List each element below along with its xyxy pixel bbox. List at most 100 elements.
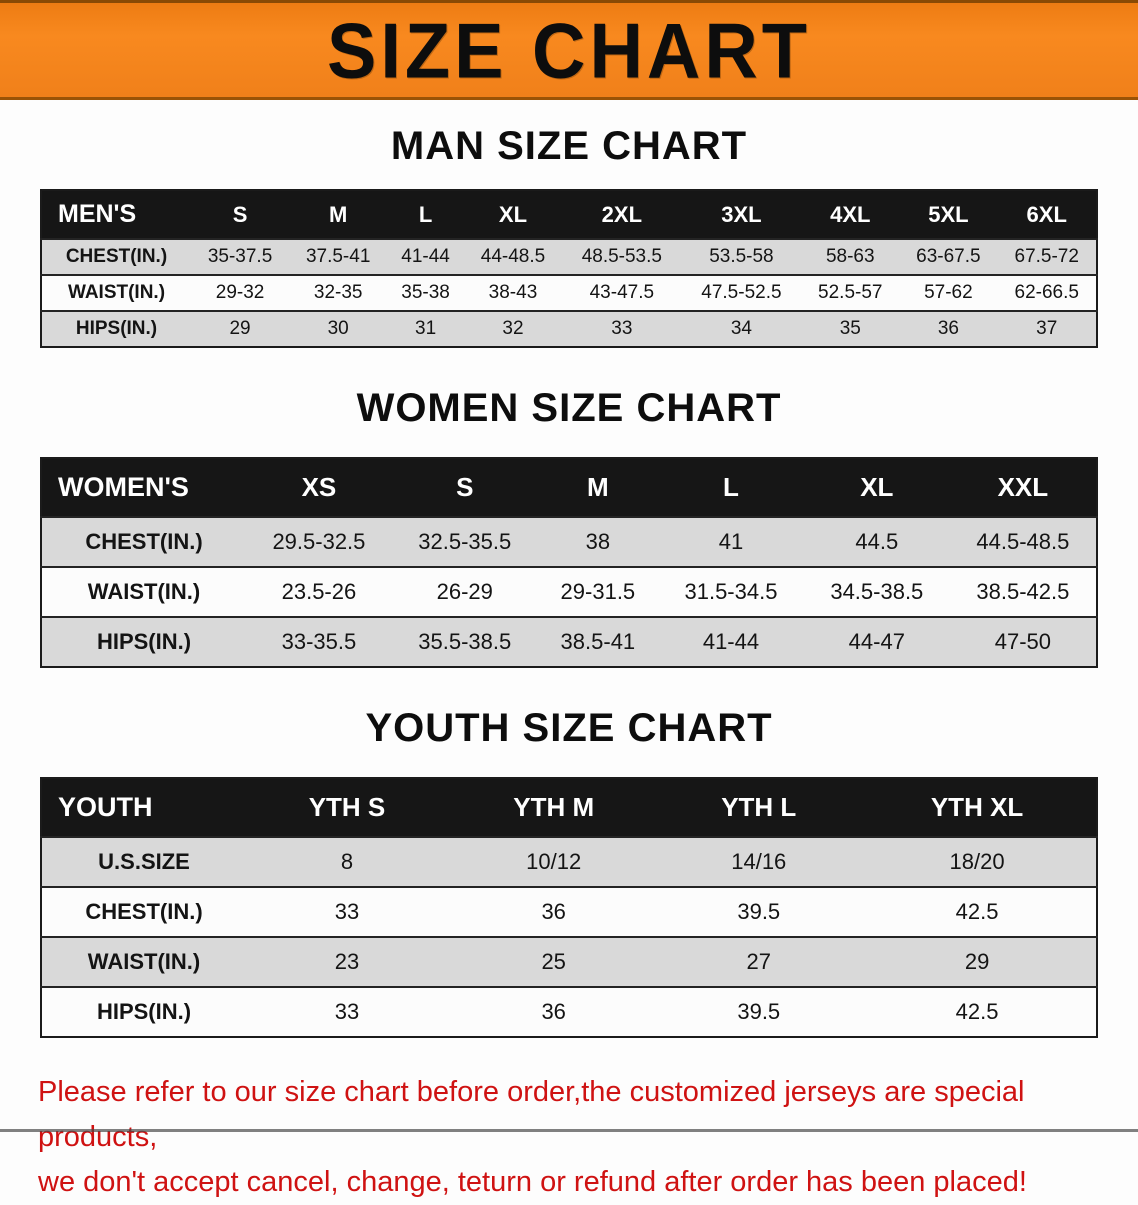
row-label-cell: WAIST(IN.) xyxy=(41,274,191,311)
table-head: WOMEN'S XS S M L XL XXL xyxy=(41,458,1097,517)
size-column-header: XL xyxy=(463,190,563,239)
size-column-header: XS xyxy=(246,458,392,517)
bottom-edge-line xyxy=(0,1129,1138,1132)
size-value-cell: 62-66.5 xyxy=(997,274,1097,311)
table-row: HIPS(IN.) 33-35.5 35.5-38.5 38.5-41 41-44 44-… xyxy=(41,616,1097,667)
size-value-cell: 36 xyxy=(447,986,660,1037)
size-value-cell: 30 xyxy=(289,310,388,347)
size-value-cell: 57-62 xyxy=(899,274,998,311)
size-value-cell: 35-38 xyxy=(387,274,464,311)
size-value-cell: 31 xyxy=(387,310,464,347)
row-label-cell: HIPS(IN.) xyxy=(41,616,246,667)
row-label-cell: CHEST(IN.) xyxy=(41,516,246,567)
table-head: MEN'S S M L XL 2XL 3XL 4XL 5XL 6XL xyxy=(41,190,1097,239)
size-value-cell: 14/16 xyxy=(659,836,859,887)
size-value-cell: 41-44 xyxy=(387,238,464,275)
size-column-header: YTH M xyxy=(447,778,660,837)
size-value-cell: 27 xyxy=(659,936,859,987)
section-youth: YOUTH SIZE CHART YOUTH YTH S YTH M YTH L YTH… xyxy=(0,706,1138,1038)
size-value-cell: 41 xyxy=(658,516,804,567)
size-value-cell: 8 xyxy=(246,836,448,887)
size-chart-banner: SIZE CHART xyxy=(0,0,1138,100)
size-value-cell: 10/12 xyxy=(447,836,660,887)
size-value-cell: 37.5-41 xyxy=(289,238,388,275)
size-value-cell: 44-47 xyxy=(803,616,950,667)
disclaimer-line-1: Please refer to our size chart before or… xyxy=(38,1076,1025,1153)
table-row: HIPS(IN.) 33 36 39.5 42.5 xyxy=(41,986,1097,1037)
disclaimer: Please refer to our size chart before or… xyxy=(38,1070,1100,1205)
size-value-cell: 18/20 xyxy=(858,836,1097,887)
size-value-cell: 63-67.5 xyxy=(899,238,998,275)
row-label-cell: HIPS(IN.) xyxy=(41,310,191,347)
size-column-header: M xyxy=(537,458,659,517)
size-value-cell: 26-29 xyxy=(391,566,538,617)
disclaimer-line-2: we don't accept cancel, change, teturn o… xyxy=(38,1165,1027,1198)
size-value-cell: 32.5-35.5 xyxy=(391,516,538,567)
size-column-header: YTH L xyxy=(659,778,859,837)
banner-title: SIZE CHART xyxy=(327,6,811,94)
table-row: CHEST(IN.) 35-37.5 37.5-41 41-44 44-48.5 48.5… xyxy=(41,238,1097,275)
table-row: WAIST(IN.) 23.5-26 26-29 29-31.5 31.5-34.5 34… xyxy=(41,566,1097,617)
size-value-cell: 25 xyxy=(447,936,660,987)
size-column-header: S xyxy=(391,458,538,517)
youth-size-table: YOUTH YTH S YTH M YTH L YTH XL U.S.SIZE 8 10/12… xyxy=(40,777,1098,1038)
table-header-row: MEN'S S M L XL 2XL 3XL 4XL 5XL 6XL xyxy=(41,190,1097,239)
table-row: CHEST(IN.) 33 36 39.5 42.5 xyxy=(41,886,1097,937)
table-row: WAIST(IN.) 29-32 32-35 35-38 38-43 43-47.5 47.… xyxy=(41,274,1097,311)
size-value-cell: 33 xyxy=(246,886,448,937)
size-value-cell: 42.5 xyxy=(858,886,1097,937)
size-column-header: 6XL xyxy=(997,190,1097,239)
row-label-cell: WAIST(IN.) xyxy=(41,936,246,987)
size-value-cell: 33 xyxy=(562,310,682,347)
table-head: YOUTH YTH S YTH M YTH L YTH XL xyxy=(41,778,1097,837)
row-label-cell: WAIST(IN.) xyxy=(41,566,246,617)
size-value-cell: 35 xyxy=(801,310,900,347)
size-column-header: M xyxy=(289,190,388,239)
table-row: U.S.SIZE 8 10/12 14/16 18/20 xyxy=(41,836,1097,887)
section-men: MAN SIZE CHART MEN'S S M L XL 2XL 3XL 4XL 5XL 6XL… xyxy=(0,124,1138,348)
size-value-cell: 67.5-72 xyxy=(997,238,1097,275)
size-column-header: L xyxy=(658,458,804,517)
row-label-cell: CHEST(IN.) xyxy=(41,886,246,937)
women-section-heading: WOMEN SIZE CHART xyxy=(356,386,782,430)
table-title-cell: WOMEN'S xyxy=(41,458,246,517)
size-value-cell: 47-50 xyxy=(949,616,1097,667)
table-title-cell: MEN'S xyxy=(41,190,191,239)
size-column-header: XL xyxy=(803,458,950,517)
table-header-row: WOMEN'S XS S M L XL XXL xyxy=(41,458,1097,517)
size-value-cell: 35.5-38.5 xyxy=(391,616,538,667)
size-value-cell: 42.5 xyxy=(858,986,1097,1037)
row-label-cell: CHEST(IN.) xyxy=(41,238,191,275)
size-value-cell: 52.5-57 xyxy=(801,274,900,311)
size-column-header: 3XL xyxy=(681,190,802,239)
size-value-cell: 44-48.5 xyxy=(463,238,563,275)
size-value-cell: 23.5-26 xyxy=(246,566,392,617)
size-column-header: 4XL xyxy=(801,190,900,239)
size-value-cell: 47.5-52.5 xyxy=(681,274,802,311)
row-label-cell: HIPS(IN.) xyxy=(41,986,246,1037)
size-value-cell: 29-31.5 xyxy=(537,566,659,617)
size-value-cell: 44.5-48.5 xyxy=(949,516,1097,567)
size-value-cell: 36 xyxy=(899,310,998,347)
table-title-cell: YOUTH xyxy=(41,778,246,837)
size-value-cell: 29 xyxy=(858,936,1097,987)
men-section-heading: MAN SIZE CHART xyxy=(390,124,748,168)
size-column-header: 2XL xyxy=(562,190,682,239)
men-size-table: MEN'S S M L XL 2XL 3XL 4XL 5XL 6XL CHEST(IN.) 35-37… xyxy=(40,189,1098,348)
size-value-cell: 34.5-38.5 xyxy=(803,566,950,617)
row-label-cell: U.S.SIZE xyxy=(41,836,246,887)
size-value-cell: 44.5 xyxy=(803,516,950,567)
table-body: CHEST(IN.) 29.5-32.5 32.5-35.5 38 41 44.5 44.5… xyxy=(41,516,1097,667)
size-value-cell: 32 xyxy=(463,310,563,347)
size-value-cell: 33 xyxy=(246,986,448,1037)
size-value-cell: 37 xyxy=(997,310,1097,347)
table-body: U.S.SIZE 8 10/12 14/16 18/20 CHEST(IN.) 33 36 39… xyxy=(41,836,1097,1037)
table-body: CHEST(IN.) 35-37.5 37.5-41 41-44 44-48.5 48.5… xyxy=(41,238,1097,347)
size-value-cell: 38.5-41 xyxy=(537,616,659,667)
size-value-cell: 35-37.5 xyxy=(191,238,290,275)
size-column-header: XXL xyxy=(949,458,1097,517)
size-value-cell: 39.5 xyxy=(659,886,859,937)
women-size-table: WOMEN'S XS S M L XL XXL CHEST(IN.) 29.5-32.5 32.5… xyxy=(40,457,1098,668)
size-value-cell: 39.5 xyxy=(659,986,859,1037)
size-column-header: L xyxy=(387,190,464,239)
